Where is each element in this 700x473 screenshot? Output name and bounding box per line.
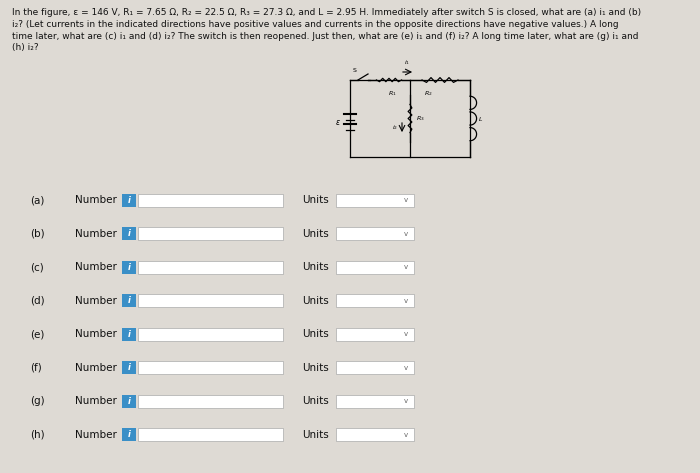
Text: (d): (d)	[30, 296, 45, 306]
Text: Units: Units	[302, 396, 329, 406]
Bar	[336, 294, 414, 307]
Text: (g): (g)	[30, 396, 45, 406]
Bar	[138, 193, 283, 207]
Text: Units: Units	[302, 329, 329, 339]
Text: (h): (h)	[30, 429, 45, 439]
Bar	[138, 361, 283, 374]
Text: i: i	[127, 430, 130, 439]
Bar	[122, 428, 136, 441]
Bar	[138, 294, 283, 307]
Text: (a): (a)	[30, 195, 44, 205]
Text: v: v	[404, 398, 408, 404]
Text: i: i	[127, 363, 130, 372]
Text: $R_2$: $R_2$	[424, 89, 433, 98]
Text: Number: Number	[75, 362, 117, 373]
Text: Number: Number	[75, 228, 117, 238]
Text: v: v	[404, 264, 408, 270]
Bar	[336, 394, 414, 408]
Bar	[122, 193, 136, 207]
Bar	[122, 327, 136, 341]
Text: Number: Number	[75, 329, 117, 339]
Bar	[336, 261, 414, 273]
Text: $R_3$: $R_3$	[416, 114, 425, 123]
Text: Units: Units	[302, 228, 329, 238]
Bar	[122, 261, 136, 273]
Text: Number: Number	[75, 429, 117, 439]
Bar	[336, 327, 414, 341]
Bar	[336, 361, 414, 374]
Text: v: v	[404, 331, 408, 337]
Bar	[122, 394, 136, 408]
Text: Units: Units	[302, 362, 329, 373]
Text: v: v	[404, 197, 408, 203]
Bar	[122, 361, 136, 374]
Text: v: v	[404, 298, 408, 304]
Text: Units: Units	[302, 429, 329, 439]
Bar	[336, 227, 414, 240]
Text: (f): (f)	[30, 362, 42, 373]
Text: v: v	[404, 230, 408, 236]
Text: i: i	[127, 330, 130, 339]
Text: S: S	[353, 68, 357, 73]
Bar	[336, 428, 414, 441]
Text: (e): (e)	[30, 329, 44, 339]
Text: $L$: $L$	[478, 114, 483, 123]
Bar	[122, 227, 136, 240]
Text: Units: Units	[302, 262, 329, 272]
Bar	[336, 193, 414, 207]
Text: (c): (c)	[30, 262, 43, 272]
Text: Number: Number	[75, 296, 117, 306]
Bar	[138, 327, 283, 341]
Text: $R_1$: $R_1$	[388, 89, 396, 98]
Text: Number: Number	[75, 396, 117, 406]
Text: i: i	[127, 296, 130, 305]
Text: v: v	[404, 431, 408, 438]
Text: $i_1$: $i_1$	[405, 58, 411, 67]
Bar	[122, 294, 136, 307]
Text: Units: Units	[302, 296, 329, 306]
Text: In the figure, ε = 146 V, R₁ = 7.65 Ω, R₂ = 22.5 Ω, R₃ = 27.3 Ω, and L = 2.95 H.: In the figure, ε = 146 V, R₁ = 7.65 Ω, R…	[12, 8, 641, 53]
Text: Number: Number	[75, 195, 117, 205]
Text: i: i	[127, 396, 130, 405]
Bar	[138, 428, 283, 441]
Text: $i_2$: $i_2$	[392, 123, 398, 132]
Text: i: i	[127, 229, 130, 238]
Bar	[138, 227, 283, 240]
Bar	[138, 394, 283, 408]
Text: v: v	[404, 365, 408, 370]
Text: (b): (b)	[30, 228, 45, 238]
Text: $\varepsilon$: $\varepsilon$	[335, 118, 341, 127]
Text: i: i	[127, 263, 130, 272]
Text: Units: Units	[302, 195, 329, 205]
Bar	[138, 261, 283, 273]
Text: i: i	[127, 195, 130, 204]
Text: Number: Number	[75, 262, 117, 272]
